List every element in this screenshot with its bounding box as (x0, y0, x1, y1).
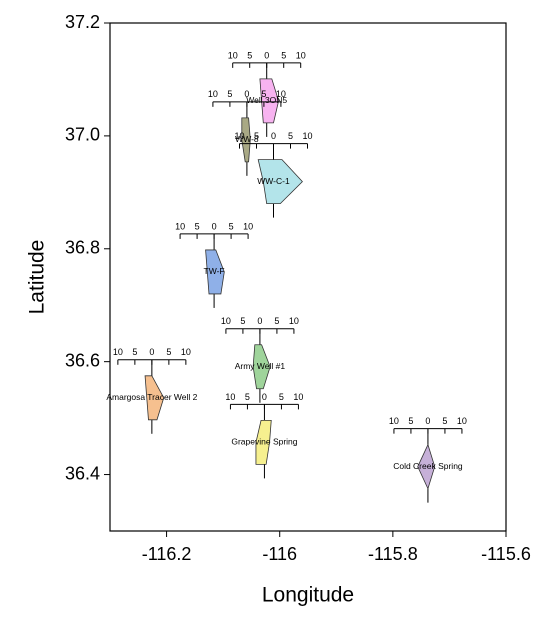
scale-tick-label: 0 (262, 392, 267, 402)
scale-tick-label: 5 (229, 221, 234, 231)
scale-tick-label: 5 (166, 347, 171, 357)
scale-tick-label: 10 (296, 50, 306, 60)
station-label: Cold Creek Spring (393, 461, 463, 471)
scale-tick-label: 5 (245, 392, 250, 402)
station-label: Army Well #1 (235, 361, 286, 371)
scale-tick-label: 10 (302, 131, 312, 141)
scale-tick-label: 10 (181, 347, 191, 357)
y-tick-label: 37.2 (65, 12, 100, 32)
scale-tick-label: 5 (274, 316, 279, 326)
x-tick-label: -116 (262, 544, 297, 564)
scale-tick-label: 10 (113, 347, 123, 357)
station-label: Amargosa Tracer Well 2 (106, 392, 197, 402)
stiff-polygon (417, 443, 436, 490)
scale-tick-label: 10 (389, 416, 399, 426)
y-tick-label: 37.0 (65, 125, 100, 145)
station-label: WW-8 (235, 134, 259, 144)
x-tick-label: -115.6 (481, 544, 531, 564)
scale-tick-label: 5 (132, 347, 137, 357)
scale-tick-label: 10 (276, 89, 286, 99)
x-tick-label: -116.2 (142, 544, 192, 564)
stiff-polygon (252, 344, 271, 390)
station-label: TW-F (204, 266, 225, 276)
scale-tick-label: 0 (425, 416, 430, 426)
scale-tick-label: 5 (227, 89, 232, 99)
scale-tick-label: 5 (408, 416, 413, 426)
scale-tick-label: 5 (247, 50, 252, 60)
scale-tick-label: 0 (271, 131, 276, 141)
scale-tick-label: 5 (288, 131, 293, 141)
scale-tick-label: 10 (243, 221, 253, 231)
stiff-polygon (255, 419, 272, 465)
scale-tick-label: 5 (279, 392, 284, 402)
scale-tick-label: 0 (244, 89, 249, 99)
scale-tick-label: 0 (257, 316, 262, 326)
scale-tick-label: 10 (221, 316, 231, 326)
scale-tick-label: 5 (261, 89, 266, 99)
scale-tick-label: 0 (264, 50, 269, 60)
station-label: Well 3ON5 (246, 95, 287, 105)
y-axis-label: Latitude (26, 240, 49, 315)
scale-tick-label: 10 (175, 221, 185, 231)
scale-tick-label: 10 (293, 392, 303, 402)
scale-tick-label: 10 (225, 392, 235, 402)
scale-tick-label: 0 (149, 347, 154, 357)
scale-tick-label: 10 (228, 50, 238, 60)
scale-tick-label: 10 (208, 89, 218, 99)
scale-tick-label: 10 (289, 316, 299, 326)
stiff-polygon (205, 249, 225, 295)
scale-tick-label: 0 (212, 221, 217, 231)
scale-tick-label: 5 (254, 131, 259, 141)
stiff-polygon (257, 159, 303, 205)
y-tick-label: 36.8 (65, 238, 100, 258)
station-label: WW-C-1 (257, 176, 290, 186)
x-axis-label: Longitude (262, 584, 354, 607)
scale-tick-label: 5 (195, 221, 200, 231)
scale-tick-label: 5 (281, 50, 286, 60)
y-tick-label: 36.4 (65, 463, 100, 483)
station-label: Grapevine Spring (231, 437, 297, 447)
y-tick-label: 36.6 (65, 350, 100, 370)
scale-tick-label: 10 (234, 131, 244, 141)
x-tick-label: -115.8 (368, 544, 418, 564)
stiff-polygon (144, 375, 165, 421)
stiff-polygon (241, 117, 251, 163)
scale-tick-label: 5 (240, 316, 245, 326)
scale-tick-label: 10 (457, 416, 467, 426)
scale-tick-label: 5 (442, 416, 447, 426)
plot-frame (109, 22, 507, 532)
stiff-polygon (259, 78, 280, 124)
